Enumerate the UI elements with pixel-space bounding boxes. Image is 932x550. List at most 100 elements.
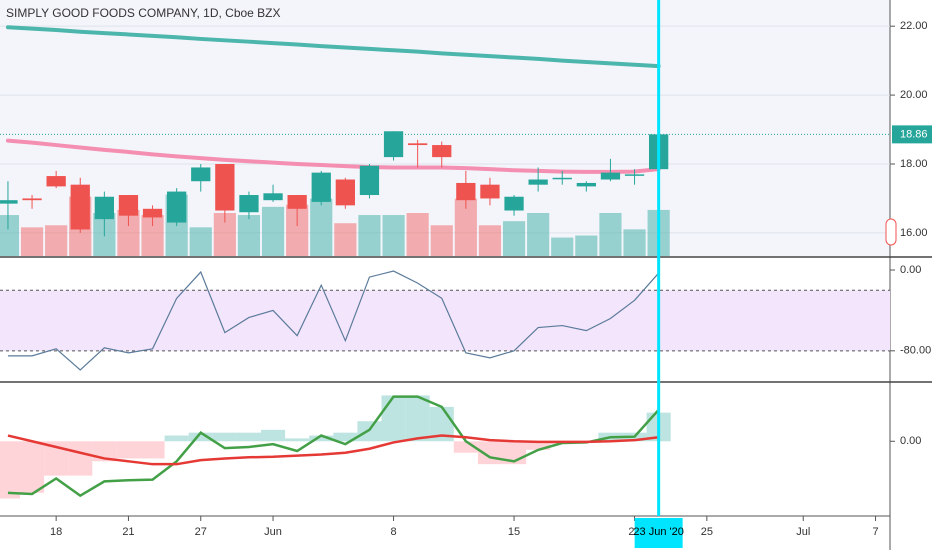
x-tick-label: 7 <box>872 526 878 538</box>
volume-bar <box>454 198 477 256</box>
y-tick-label: 18.00 <box>900 158 928 170</box>
volume-bar <box>551 237 574 256</box>
volume-bar <box>527 212 550 256</box>
volume-bar <box>575 235 598 256</box>
grid <box>0 25 895 521</box>
band <box>0 290 890 351</box>
histogram-bar <box>285 438 310 442</box>
volume-bar <box>189 227 212 256</box>
histogram-bar <box>188 432 213 442</box>
candle-body <box>239 195 259 213</box>
histogram-bar <box>140 441 165 459</box>
x-tick-label: 27 <box>195 526 207 538</box>
volume-bar <box>117 209 140 256</box>
candle-body <box>456 182 476 201</box>
candle-body <box>576 182 596 187</box>
chart-title: SIMPLY GOOD FOODS COMPANY, 1D, Cboe BZX <box>6 6 281 20</box>
histogram-bar <box>260 429 286 442</box>
candle-body <box>335 179 355 206</box>
candle-body <box>624 174 645 176</box>
indicator-line <box>7 434 659 466</box>
candle-body <box>46 176 66 187</box>
candle-body <box>600 172 621 180</box>
histogram-bar <box>236 432 261 442</box>
volume-bar <box>0 215 20 256</box>
candle-body <box>191 167 211 182</box>
x-tick-label: 25 <box>701 526 713 538</box>
candle-body <box>118 195 139 216</box>
x-tick-label: Jul <box>796 526 810 538</box>
volume-bar <box>141 215 164 256</box>
price-label: 18.86 <box>900 128 928 140</box>
volume-bar <box>334 223 357 256</box>
volume-bar <box>286 204 309 256</box>
candle-body <box>504 196 524 211</box>
indicator-line <box>7 395 660 498</box>
histogram-bar <box>405 395 430 442</box>
x-tick-label: 15 <box>508 526 520 538</box>
x-tick-label: Jun <box>264 526 282 538</box>
price-label-box <box>892 125 932 144</box>
histogram-bar <box>68 441 93 476</box>
candle-body <box>263 193 283 201</box>
crosshair-label-box <box>634 518 683 548</box>
alert-icon <box>885 218 897 246</box>
indicator-line <box>7 270 660 371</box>
histogram-bar <box>0 441 21 499</box>
histogram-bar <box>526 441 551 450</box>
candle-body <box>215 164 235 211</box>
volume-bar <box>623 229 646 256</box>
labels: 22.00 20.00 18.00 16.00 18.86 0.00 -80.00 0.00 1… <box>50 20 932 548</box>
volume-bar <box>358 215 381 256</box>
candle-body <box>22 198 42 201</box>
candle-body <box>552 177 572 180</box>
candle-body <box>359 165 380 196</box>
y-tick-label: 20.00 <box>900 89 928 101</box>
moving-average <box>5 138 661 174</box>
candle-body <box>528 179 548 185</box>
candle-body <box>94 196 114 220</box>
marks <box>0 0 671 516</box>
volume-bar <box>310 198 333 256</box>
volume-bar <box>213 212 236 256</box>
volume-bar <box>430 225 453 256</box>
candle-body <box>0 200 18 204</box>
histogram-bar <box>164 435 189 442</box>
candle-body <box>142 208 163 218</box>
histogram-bar <box>333 432 358 442</box>
volume-bar <box>261 206 285 256</box>
x-tick-label: 21 <box>122 526 134 538</box>
candle-body <box>480 184 500 199</box>
x-tick-label: 8 <box>390 526 396 538</box>
histogram-bar <box>116 441 141 459</box>
volume-bar <box>406 212 429 256</box>
candle-body <box>383 131 404 158</box>
volume-bar <box>599 212 622 256</box>
crosshair-label: 23 Jun '20 <box>633 526 683 538</box>
y-tick-label: 22.00 <box>900 20 928 32</box>
x-tick-label: 18 <box>50 526 62 538</box>
volume-bar <box>20 227 44 256</box>
candle-body <box>70 184 90 230</box>
candle-body <box>408 143 428 146</box>
volume-bar <box>237 215 261 256</box>
histogram-bar <box>453 441 478 453</box>
moving-average <box>5 25 661 69</box>
volume-bar <box>502 221 526 256</box>
histogram-bar <box>381 395 406 442</box>
y-tick-label: 16.00 <box>900 227 928 239</box>
volume-bar <box>478 225 502 256</box>
y-tick-label: -80.00 <box>900 345 931 357</box>
y-tick-label: 0.00 <box>900 435 921 447</box>
histogram-bar <box>212 432 237 442</box>
volume-bar <box>382 215 405 256</box>
candle-body <box>287 195 307 209</box>
histogram-bar <box>20 441 45 493</box>
y-tick-label: 0.00 <box>900 264 921 276</box>
candle-body <box>167 191 187 223</box>
histogram-bar <box>309 435 334 442</box>
volume-bar <box>45 225 68 256</box>
candle-body <box>432 145 452 158</box>
candle-body <box>311 172 331 202</box>
